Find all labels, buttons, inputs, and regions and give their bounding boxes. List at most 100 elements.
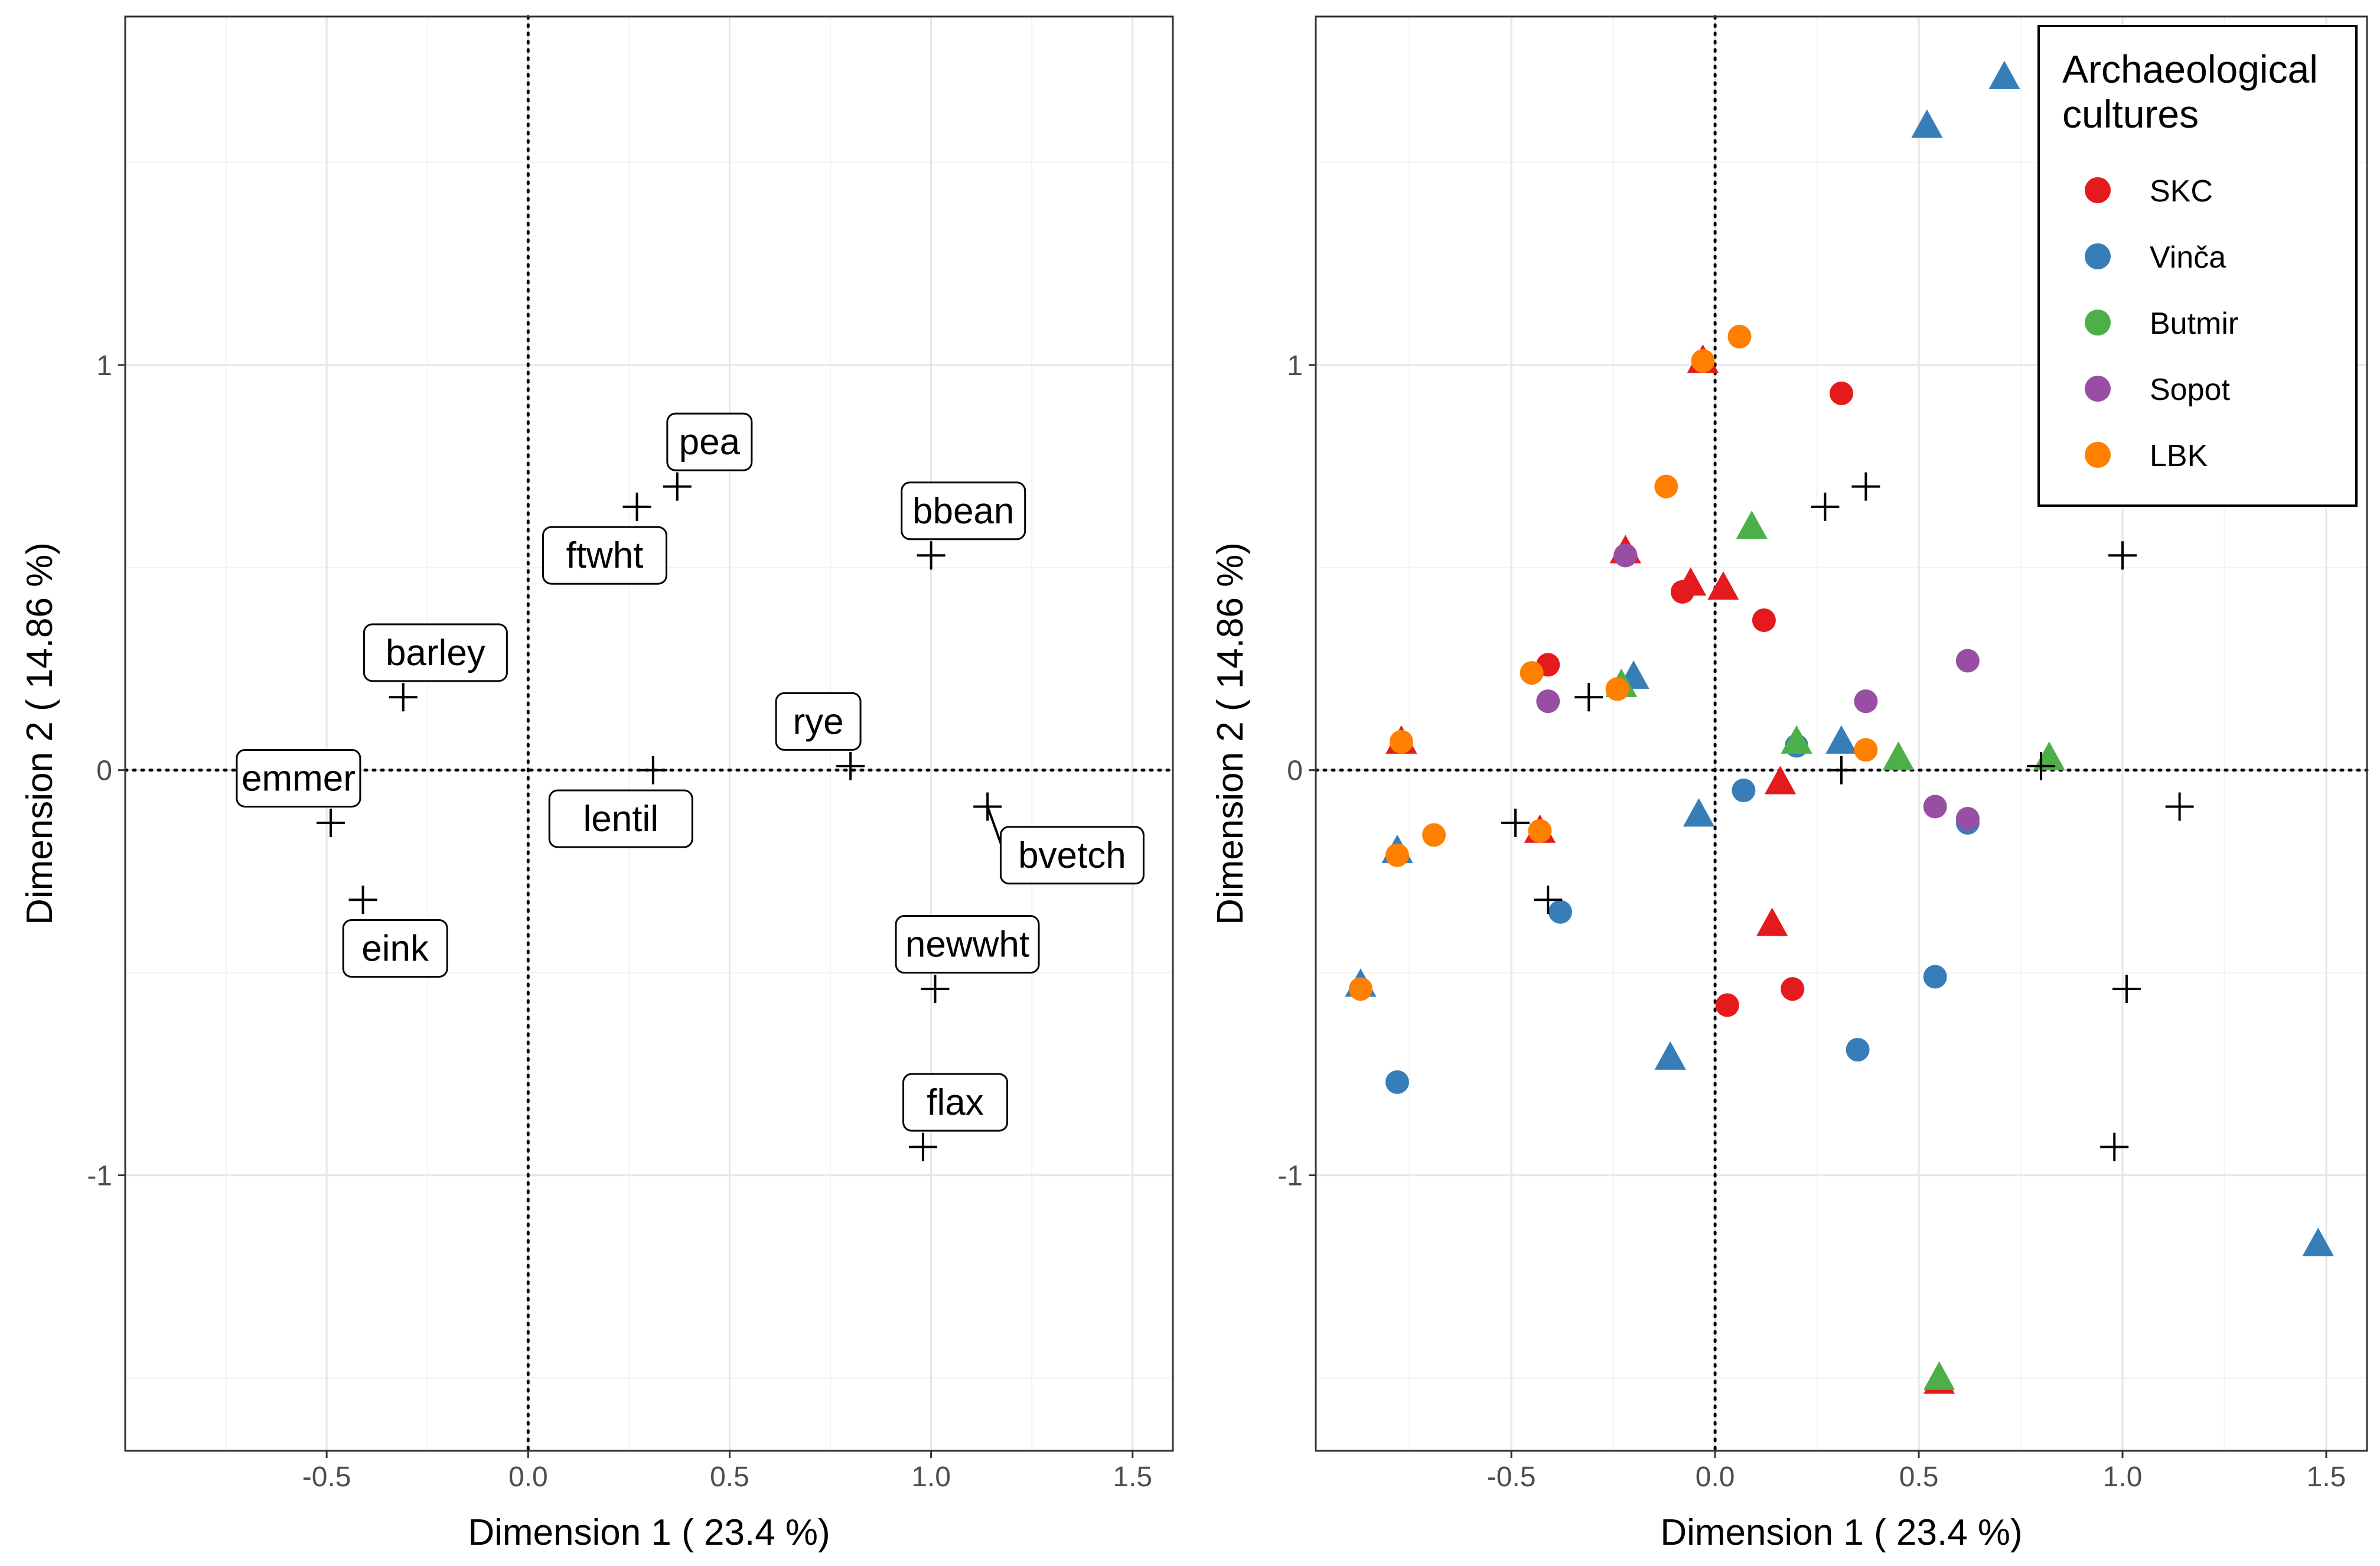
legend-entries: SKC Vinča Butmir Sopot LBK bbox=[2085, 174, 2238, 473]
point-lbk-circle bbox=[1389, 730, 1413, 754]
variable-label-box bbox=[548, 789, 693, 848]
left-x-tick-label: 1.5 bbox=[1113, 1461, 1152, 1493]
left-gridlines bbox=[125, 17, 1173, 1451]
legend-entry-sopot: Sopot bbox=[2085, 373, 2230, 407]
variable-label-text: newwht bbox=[905, 924, 1029, 965]
right-y-tick-label: 0 bbox=[1287, 756, 1303, 787]
variable-label-text: ftwht bbox=[566, 535, 643, 576]
variable-label-box bbox=[342, 919, 448, 978]
legend-key-dot bbox=[2085, 243, 2111, 269]
legend-key-dot bbox=[2085, 376, 2111, 402]
variable-marker bbox=[1534, 885, 1563, 914]
point-butmir-triangle bbox=[1923, 1361, 1955, 1390]
variable-marker-lentil bbox=[638, 756, 667, 784]
right-variable-markers bbox=[1501, 472, 2194, 1161]
right-y-ticks: -1 0 1 bbox=[1277, 350, 1316, 1192]
legend-label: LBK bbox=[2150, 439, 2208, 473]
variable-marker bbox=[1811, 492, 1840, 521]
variable-marker-pea bbox=[663, 472, 692, 501]
variable-marker bbox=[1574, 683, 1603, 712]
variable-marker-rye bbox=[836, 751, 865, 780]
point-sopot-circle bbox=[1923, 795, 1947, 819]
variable-label-box bbox=[902, 1073, 1009, 1132]
legend-entry-vinča: Vinča bbox=[2085, 240, 2226, 275]
point-sopot-circle bbox=[1536, 689, 1560, 714]
point-sopot-circle bbox=[1613, 543, 1638, 568]
left-x-tick-label: 0.5 bbox=[710, 1461, 749, 1493]
variable-label-lentil: lentil bbox=[548, 789, 693, 848]
variable-marker-emmer bbox=[316, 808, 345, 837]
right-x-ticks: -0.5 0.0 0.5 1.0 1.5 bbox=[1487, 1451, 2346, 1493]
right-y-tick-label: 1 bbox=[1287, 350, 1303, 382]
point-lbk-circle bbox=[1654, 474, 1678, 499]
variable-label-box bbox=[542, 526, 667, 585]
variable-label-text: emmer bbox=[242, 758, 356, 799]
variable-label-eink: eink bbox=[342, 919, 448, 978]
variable-label-box bbox=[999, 826, 1145, 885]
variable-marker bbox=[2112, 975, 2141, 1004]
variable-marker-ftwht bbox=[622, 492, 651, 521]
variable-label-ftwht: ftwht bbox=[542, 526, 667, 585]
point-sopot-circle bbox=[1955, 649, 1980, 673]
point-butmir-triangle bbox=[1736, 510, 1768, 539]
point-skc-circle bbox=[1781, 977, 1805, 1001]
point-vinča-triangle bbox=[1654, 1041, 1686, 1070]
legend-key-dot bbox=[2085, 177, 2111, 203]
right-x-tick-label: 1.0 bbox=[2103, 1461, 2143, 1493]
legend-title-line-2: cultures bbox=[2062, 92, 2199, 136]
variable-label-box bbox=[775, 692, 862, 751]
variable-label-pea: pea bbox=[666, 412, 753, 471]
variable-marker bbox=[2027, 751, 2056, 780]
legend-title-line-1: Archaeological bbox=[2062, 47, 2318, 91]
variable-marker-flax bbox=[908, 1132, 937, 1161]
point-vinča-triangle bbox=[1911, 109, 1943, 138]
variable-label-box bbox=[666, 412, 753, 471]
variable-label-text: rye bbox=[793, 701, 843, 742]
point-lbk-circle bbox=[1385, 843, 1409, 867]
point-lbk-circle bbox=[1348, 977, 1372, 1001]
variable-label-bvetch: bvetch bbox=[999, 826, 1145, 885]
point-lbk-circle bbox=[1528, 819, 1552, 843]
right-panel-sites: -0.5 0.0 0.5 1.0 1.5 -1 0 1 Dimension 1 ( 23.4… bbox=[1210, 15, 2369, 1553]
legend-entry-butmir: Butmir bbox=[2085, 307, 2238, 341]
right-reference-lines bbox=[1314, 15, 2369, 1453]
left-y-tick-label: -1 bbox=[87, 1161, 112, 1192]
variable-label-flax: flax bbox=[902, 1073, 1009, 1132]
right-y-axis-title: Dimension 2 ( 14.86 %) bbox=[1210, 542, 1251, 925]
point-butmir-triangle bbox=[1781, 725, 1812, 754]
left-x-ticks: -0.5 0.0 0.5 1.0 1.5 bbox=[302, 1451, 1152, 1493]
point-skc-triangle bbox=[1707, 571, 1739, 600]
left-plot-area bbox=[125, 17, 1173, 1451]
left-x-tick-label: 0.0 bbox=[508, 1461, 548, 1493]
variable-marker-eink bbox=[348, 885, 377, 914]
variable-label-newwht: newwht bbox=[895, 915, 1040, 974]
variable-marker-bbean bbox=[917, 541, 946, 570]
point-vinča-circle bbox=[1923, 965, 1947, 989]
point-skc-triangle bbox=[1675, 567, 1707, 596]
variable-marker bbox=[1851, 472, 1880, 501]
variable-label-barley: barley bbox=[363, 623, 508, 682]
right-x-axis-title: Dimension 1 ( 23.4 %) bbox=[1660, 1512, 2022, 1553]
point-skc-triangle bbox=[1764, 766, 1797, 795]
legend-key-dot bbox=[2085, 442, 2111, 468]
right-x-tick-label: 1.5 bbox=[2307, 1461, 2346, 1493]
left-y-ticks: -1 0 1 bbox=[87, 350, 125, 1192]
point-vinča-triangle bbox=[1988, 60, 2020, 90]
variable-marker bbox=[2108, 541, 2137, 570]
point-skc-circle bbox=[1715, 993, 1739, 1017]
variable-label-text: lentil bbox=[583, 799, 658, 839]
point-skc-circle bbox=[1752, 608, 1776, 632]
right-x-tick-label: -0.5 bbox=[1487, 1461, 1536, 1493]
legend-key-dot bbox=[2085, 310, 2111, 336]
left-variable-labels: pea ftwht bbean barley rye emmer lentil bvetch e… bbox=[236, 412, 1145, 1132]
left-x-tick-label: -0.5 bbox=[302, 1461, 351, 1493]
variable-label-box bbox=[895, 915, 1040, 974]
variable-marker-barley bbox=[389, 683, 418, 712]
left-panel-variables: pea ftwht bbean barley rye emmer lentil bvetch e… bbox=[19, 15, 1175, 1553]
point-lbk-circle bbox=[1691, 349, 1715, 373]
variable-marker bbox=[1827, 756, 1856, 784]
variable-marker-newwht bbox=[921, 975, 950, 1004]
variable-label-box bbox=[901, 481, 1026, 541]
